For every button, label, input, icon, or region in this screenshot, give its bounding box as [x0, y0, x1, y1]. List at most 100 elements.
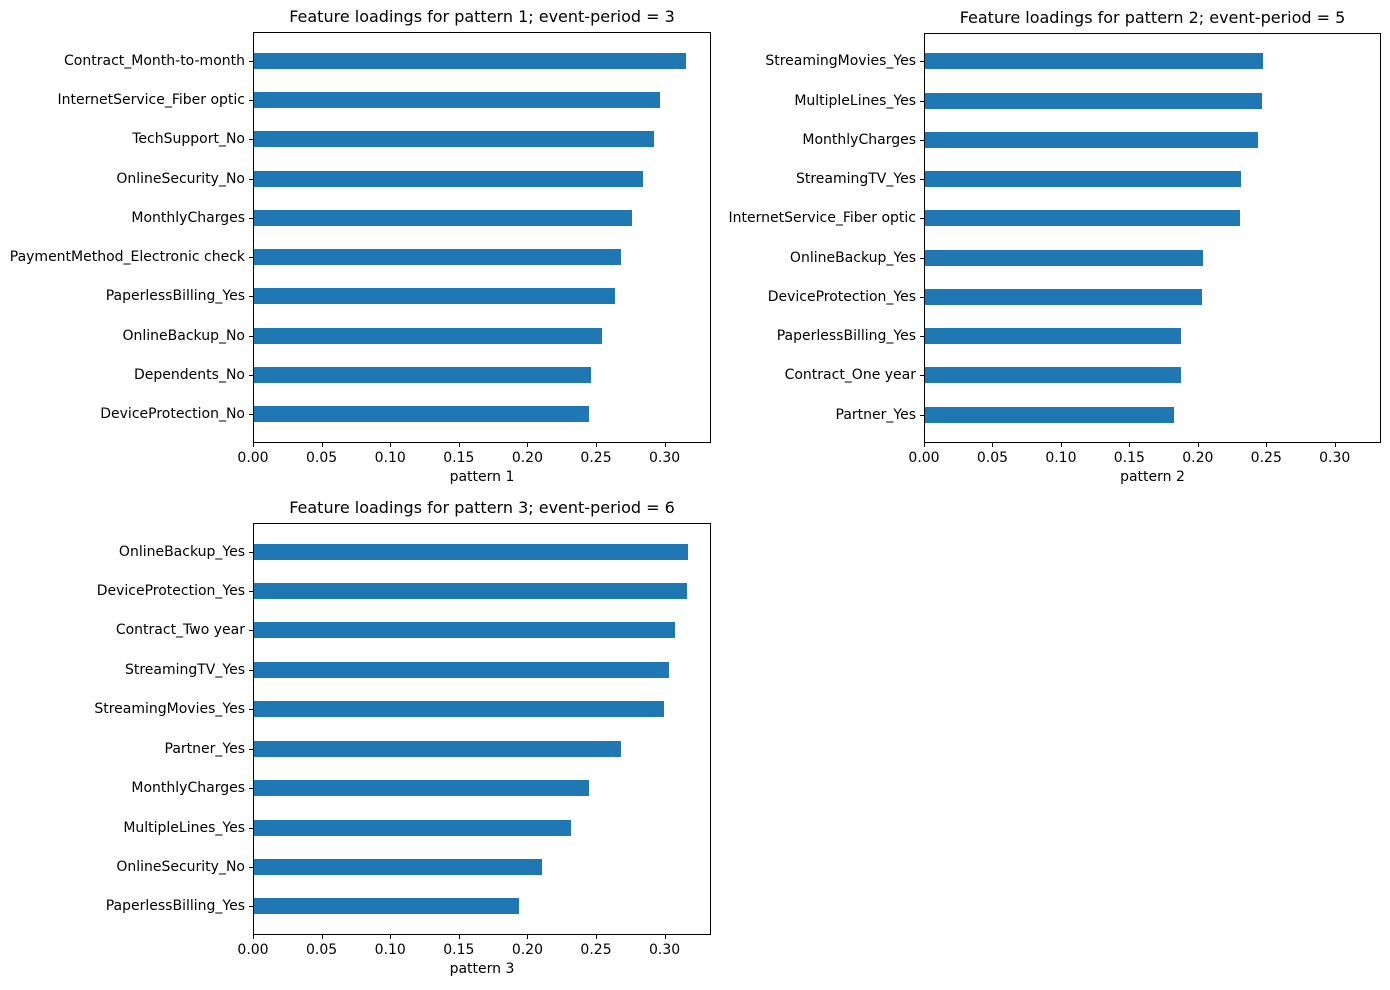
bar	[925, 406, 1175, 423]
y-tick-label: Partner_Yes	[835, 406, 916, 423]
bar	[254, 819, 571, 836]
x-tick-mark	[253, 443, 254, 447]
bar	[254, 661, 670, 678]
x-tick-mark	[390, 443, 392, 447]
y-tick-label: InternetService_Fiber optic	[57, 91, 246, 108]
x-tick-label: 0.00	[237, 942, 269, 958]
y-tick-label: MonthlyCharges	[131, 209, 245, 226]
x-tick-label: 0.20	[511, 942, 543, 958]
y-tick-mark	[920, 336, 924, 338]
x-tick-label: 0.25	[580, 942, 612, 958]
bar	[254, 543, 689, 560]
bar	[925, 328, 1182, 345]
y-tick-mark	[249, 630, 253, 632]
bar	[925, 249, 1204, 266]
bar	[925, 367, 1182, 384]
x-tick-mark	[1334, 443, 1336, 447]
y-tick-label: MonthlyCharges	[802, 131, 916, 148]
x-tick-label: 0.05	[306, 942, 338, 958]
bar	[925, 53, 1264, 70]
bar	[254, 170, 644, 187]
y-tick-label: OnlineBackup_Yes	[789, 249, 916, 266]
x-tick-label: 0.00	[237, 450, 269, 466]
x-tick-label: 0.30	[1319, 450, 1351, 466]
bar	[254, 583, 688, 599]
y-tick-mark	[920, 296, 924, 298]
bar	[254, 780, 589, 797]
x-tick-label: 0.30	[649, 942, 681, 958]
x-tick-label: 0.10	[374, 942, 406, 958]
x-tick-mark	[390, 935, 392, 939]
x-tick-mark	[321, 935, 323, 939]
bar	[254, 367, 592, 384]
y-tick-mark	[920, 179, 924, 181]
y-tick-label: Contract_One year	[784, 367, 916, 384]
bar	[925, 288, 1202, 305]
y-tick-mark	[920, 139, 924, 141]
chart-title: Feature loadings for pattern 3; event-pe…	[289, 498, 675, 517]
y-tick-label: StreamingTV_Yes	[124, 661, 245, 678]
y-tick-mark	[249, 709, 253, 711]
y-tick-mark	[249, 788, 253, 790]
bar	[254, 288, 615, 305]
x-tick-mark	[924, 443, 925, 447]
y-tick-mark	[249, 296, 253, 298]
plot-area	[253, 32, 711, 443]
y-tick-label: MultipleLines_Yes	[794, 92, 916, 109]
x-tick-mark	[1197, 443, 1199, 447]
x-tick-mark	[458, 443, 460, 447]
x-tick-label: 0.05	[306, 450, 338, 466]
x-tick-label: 0.15	[443, 942, 475, 958]
x-tick-mark	[1060, 443, 1062, 447]
y-tick-mark	[249, 257, 253, 259]
chart-title: Feature loadings for pattern 2; event-pe…	[959, 8, 1346, 27]
y-tick-mark	[249, 551, 253, 553]
y-tick-label: OnlineSecurity_No	[116, 858, 245, 875]
y-tick-mark	[920, 218, 924, 220]
y-tick-mark	[249, 906, 253, 908]
y-tick-label: TechSupport_No	[132, 131, 245, 148]
x-tick-label: 0.15	[443, 450, 475, 466]
x-tick-mark	[253, 935, 254, 939]
x-tick-mark	[527, 443, 529, 447]
chart-title: Feature loadings for pattern 1; event-pe…	[289, 7, 675, 26]
y-tick-label: PaperlessBilling_Yes	[105, 288, 245, 305]
y-tick-mark	[249, 60, 253, 62]
y-tick-label: InternetService_Fiber optic	[728, 210, 917, 227]
y-tick-mark	[249, 375, 253, 377]
x-tick-mark	[1129, 443, 1131, 447]
y-tick-mark	[920, 61, 924, 63]
y-tick-mark	[249, 827, 253, 829]
y-tick-mark	[249, 178, 253, 180]
y-tick-mark	[249, 414, 253, 416]
y-tick-label: Contract_Month-to-month	[64, 52, 245, 69]
y-tick-label: OnlineBackup_Yes	[118, 543, 245, 560]
y-tick-label: PaymentMethod_Electronic check	[9, 249, 245, 266]
x-tick-mark	[321, 443, 323, 447]
y-tick-label: DeviceProtection_Yes	[96, 583, 245, 599]
y-tick-label: Partner_Yes	[164, 740, 245, 757]
y-tick-label: Contract_Two year	[115, 622, 245, 639]
y-tick-label: PaperlessBilling_Yes	[105, 898, 245, 915]
bar	[925, 131, 1258, 148]
x-tick-label: 0.05	[976, 450, 1009, 466]
y-tick-label: OnlineBackup_No	[122, 327, 245, 344]
x-tick-label: 0.25	[580, 450, 612, 466]
bar	[925, 171, 1242, 188]
bar	[254, 249, 622, 266]
y-tick-mark	[249, 748, 253, 750]
bar	[254, 701, 664, 718]
plot-area	[253, 523, 711, 935]
x-tick-mark	[664, 935, 666, 939]
y-tick-mark	[249, 669, 253, 671]
bar	[254, 327, 603, 344]
x-axis-label: pattern 3	[449, 961, 515, 977]
y-tick-label: DeviceProtection_No	[100, 406, 245, 423]
x-tick-mark	[596, 935, 598, 939]
x-tick-mark	[527, 935, 529, 939]
plot-area	[924, 33, 1381, 443]
